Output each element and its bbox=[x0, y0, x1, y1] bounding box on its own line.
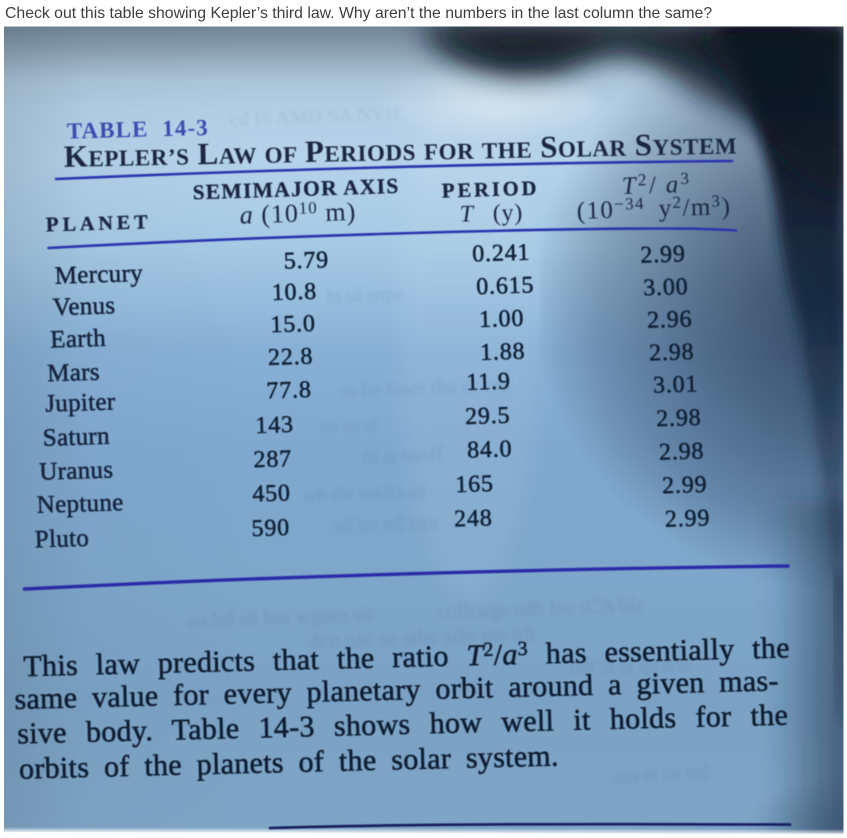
svg-text:1.88: 1.88 bbox=[480, 339, 526, 366]
svg-text:3.00: 3.00 bbox=[643, 274, 689, 301]
svg-text:143: 143 bbox=[255, 412, 294, 439]
svg-text:22.8: 22.8 bbox=[268, 344, 314, 371]
svg-text:PERIOD: PERIOD bbox=[441, 176, 539, 203]
svg-text:11.9: 11.9 bbox=[466, 369, 511, 396]
svg-text:wh dw seklla ad: wh dw seklla ad bbox=[303, 481, 427, 506]
svg-text:3.01: 3.01 bbox=[653, 371, 699, 398]
svg-text:77.8: 77.8 bbox=[266, 377, 312, 404]
svg-text:15.0: 15.0 bbox=[270, 311, 316, 338]
svg-text:165: 165 bbox=[455, 471, 494, 498]
svg-text:bdi al ta lpracti: bdi al ta lpracti bbox=[569, 653, 691, 679]
svg-text:Pluto: Pluto bbox=[34, 525, 89, 554]
svg-text:Mercury: Mercury bbox=[54, 260, 143, 290]
svg-text:a (1010 m): a (1010 m) bbox=[239, 197, 356, 230]
svg-text:287: 287 bbox=[253, 446, 292, 473]
svg-text:2.98: 2.98 bbox=[659, 438, 705, 465]
svg-text:2.99: 2.99 bbox=[665, 505, 711, 532]
svg-text:248: 248 bbox=[454, 505, 493, 532]
svg-text:84.0: 84.0 bbox=[467, 436, 513, 463]
svg-text:TABLE 14-3: TABLE 14-3 bbox=[66, 115, 209, 144]
svg-text:Venus: Venus bbox=[52, 292, 115, 321]
svg-text:T (y): T (y) bbox=[459, 200, 523, 228]
svg-text:ne as el: ne as el bbox=[321, 415, 379, 438]
svg-text:2.96: 2.96 bbox=[647, 306, 693, 333]
svg-text:SEMIMAJOR AXIS: SEMIMAJOR AXIS bbox=[192, 174, 399, 204]
svg-text:(10−34 y2/m3): (10−34 y2/m3) bbox=[576, 191, 731, 225]
svg-text:2.98: 2.98 bbox=[656, 405, 702, 432]
svg-text:Saturn: Saturn bbox=[42, 423, 110, 452]
svg-text:2.98: 2.98 bbox=[649, 339, 695, 366]
svg-text:ln sd rrtpe: ln sd rrtpe bbox=[326, 284, 404, 308]
svg-text:Earth: Earth bbox=[50, 325, 107, 354]
svg-text:0.241: 0.241 bbox=[472, 240, 531, 268]
svg-text:T2/ a3: T2/ a3 bbox=[621, 169, 692, 200]
svg-text:Neptune: Neptune bbox=[36, 489, 124, 519]
svg-text:sd lm nd iara: sd lm nd iara bbox=[334, 512, 439, 538]
svg-text:29.5: 29.5 bbox=[465, 403, 511, 430]
svg-text:1.00: 1.00 bbox=[479, 306, 525, 333]
svg-text:0.615: 0.615 bbox=[476, 272, 535, 300]
svg-text:ora el ce trd: ora el ce trd bbox=[613, 762, 709, 787]
svg-text:m n snsff: m n snsff bbox=[361, 441, 444, 469]
svg-text:Uranus: Uranus bbox=[39, 456, 114, 485]
svg-text:5.79: 5.79 bbox=[283, 247, 329, 274]
svg-text:10.8: 10.8 bbox=[271, 279, 317, 306]
svg-text:ss he lines tha rs ves: ss he lines tha rs ves bbox=[339, 372, 511, 402]
svg-text:Mars: Mars bbox=[47, 359, 100, 388]
svg-text:590: 590 bbox=[251, 515, 290, 542]
svg-text:2.99: 2.99 bbox=[662, 472, 708, 499]
svg-text:450: 450 bbox=[252, 480, 291, 507]
svg-text:2.99: 2.99 bbox=[640, 241, 686, 268]
svg-text:Jupiter: Jupiter bbox=[45, 388, 116, 417]
svg-text:PLANET: PLANET bbox=[45, 209, 151, 236]
